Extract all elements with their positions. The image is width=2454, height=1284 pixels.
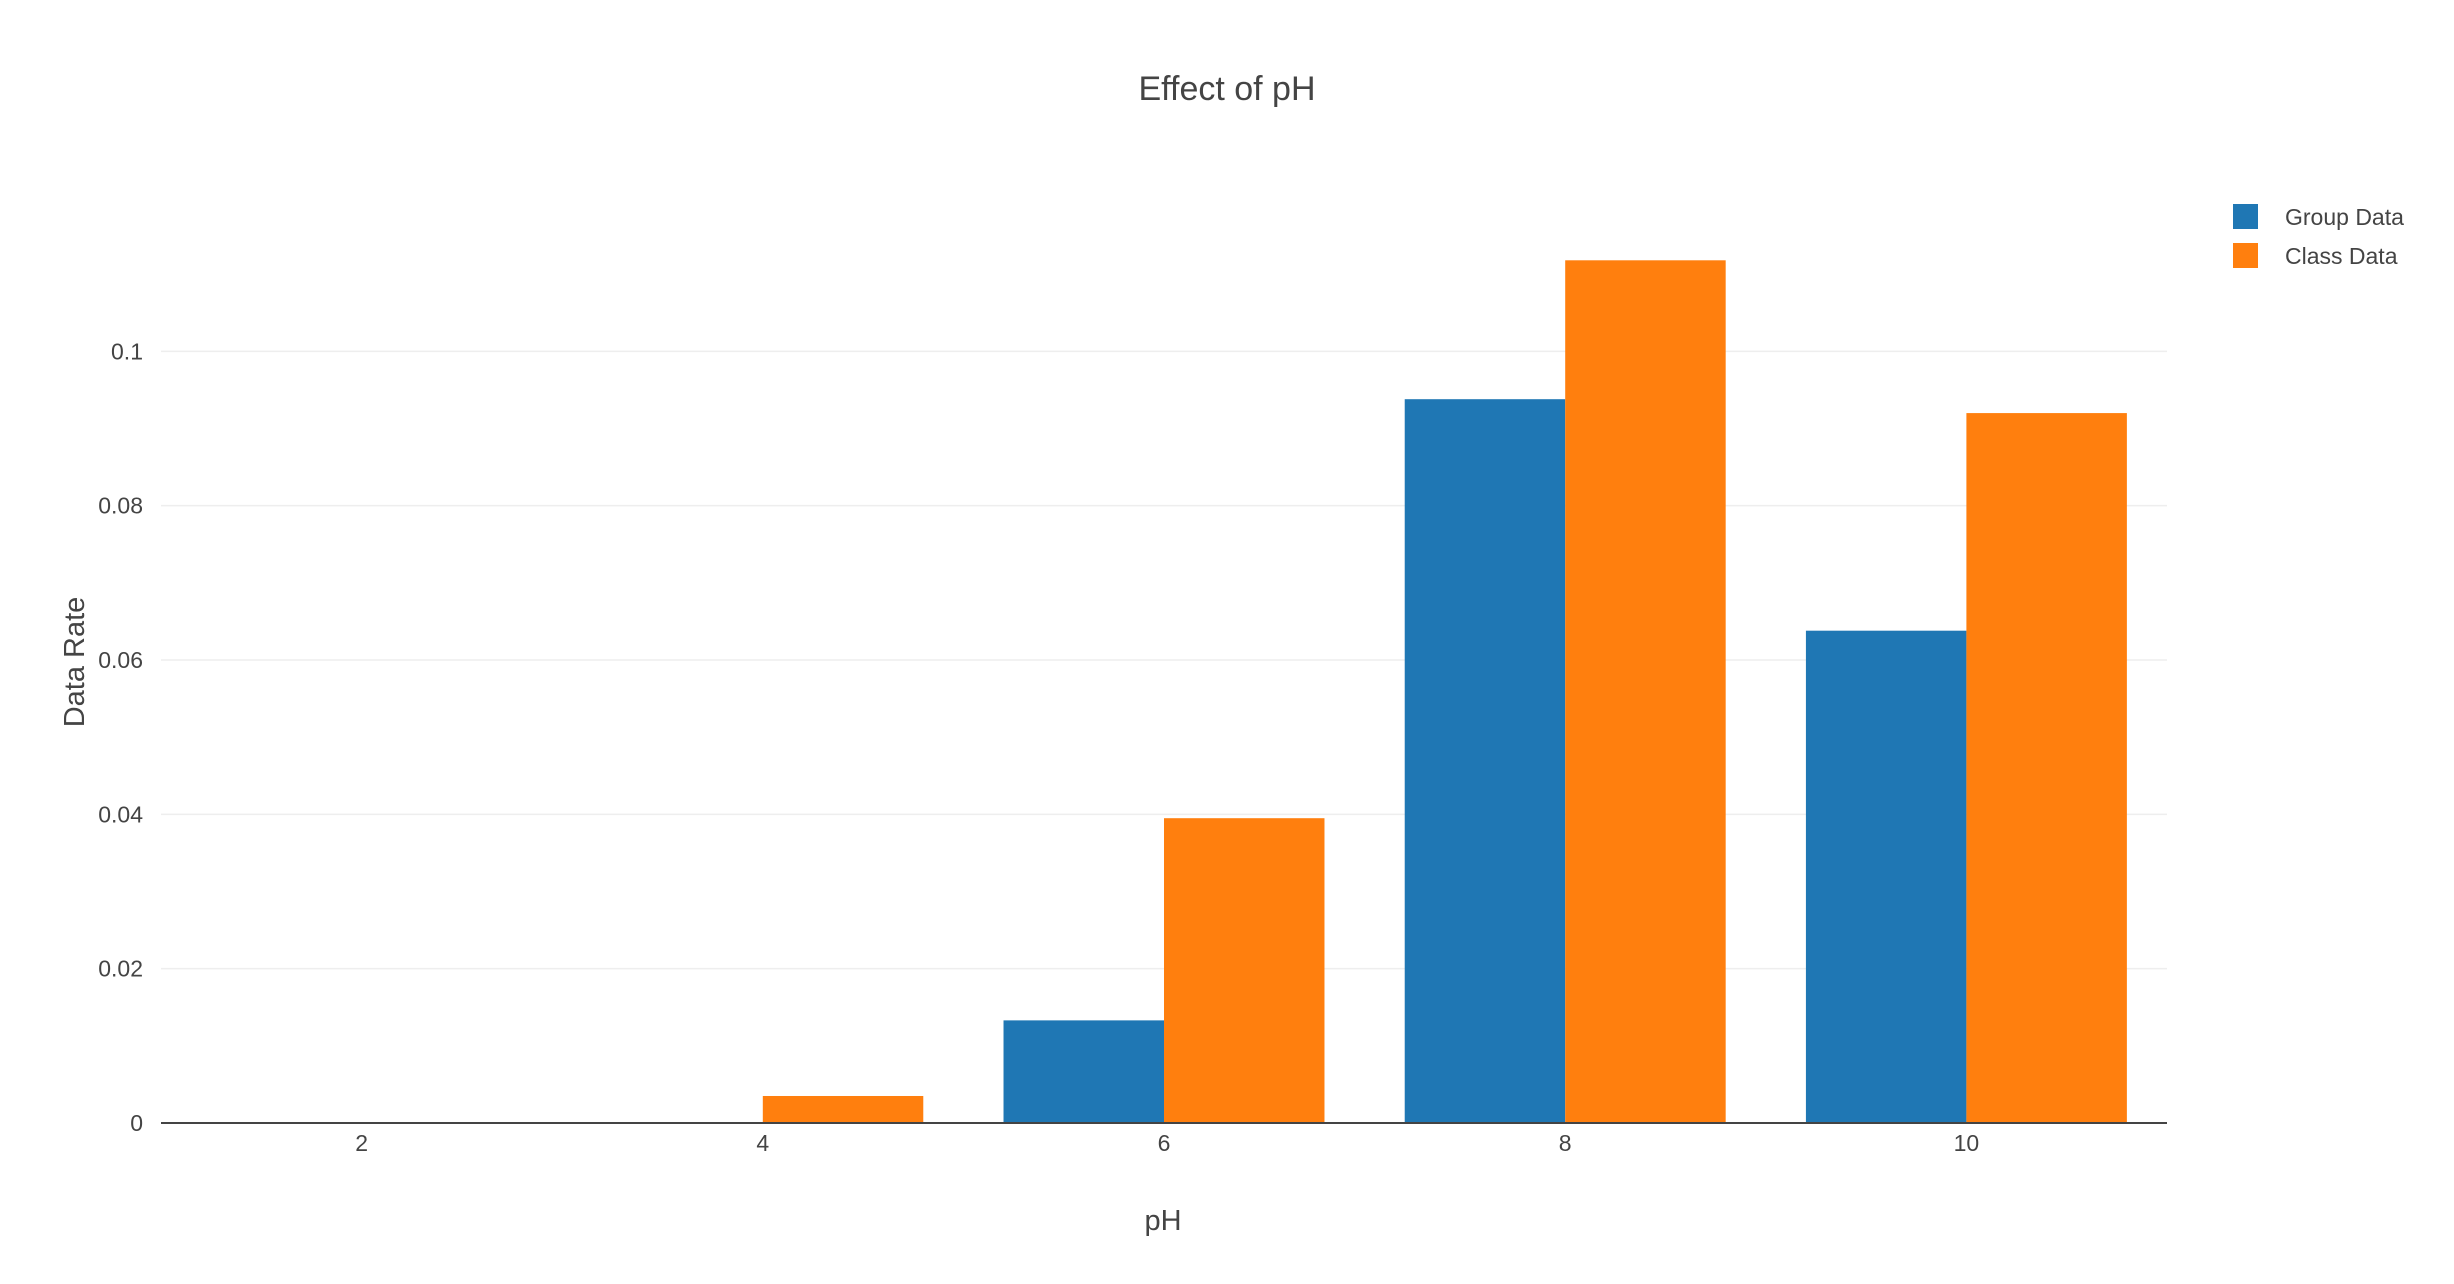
x-tick-label: 10 [1954,1130,1980,1156]
bar-group-data[interactable] [1404,399,1566,1123]
chart-title: Effect of pH [1138,70,1315,108]
x-axis-ticks: 2 4 6 8 10 [355,1130,1979,1156]
y-axis-ticks: 0 0.02 0.04 0.06 0.08 0.1 [98,338,143,1136]
x-tick-label: 8 [1559,1130,1572,1156]
bars [762,260,2127,1123]
bar-group-data[interactable] [1003,1020,1164,1123]
bar-group-data[interactable] [1805,630,1967,1123]
y-tick-label: 0.02 [98,956,143,982]
y-axis-title: Data Rate [59,597,91,728]
x-axis-title: pH [1144,1205,1181,1237]
legend: Group Data Class Data [2233,204,2404,269]
y-tick-label: 0.06 [98,647,143,673]
y-tick-label: 0.1 [111,338,143,364]
legend-label[interactable]: Group Data [2285,204,2404,230]
x-tick-label: 2 [355,1130,368,1156]
bar-class-data[interactable] [1164,818,1325,1123]
y-tick-label: 0.04 [98,801,143,827]
bar-class-data[interactable] [1966,413,2127,1123]
bar-class-data[interactable] [762,1095,924,1123]
bar-class-data[interactable] [1565,260,1726,1123]
y-tick-label: 0 [130,1110,143,1136]
legend-swatch[interactable] [2233,204,2258,229]
x-tick-label: 6 [1158,1130,1171,1156]
legend-swatch[interactable] [2233,243,2258,268]
y-tick-label: 0.08 [98,493,143,519]
legend-label[interactable]: Class Data [2285,243,2398,269]
x-tick-label: 4 [756,1130,769,1156]
